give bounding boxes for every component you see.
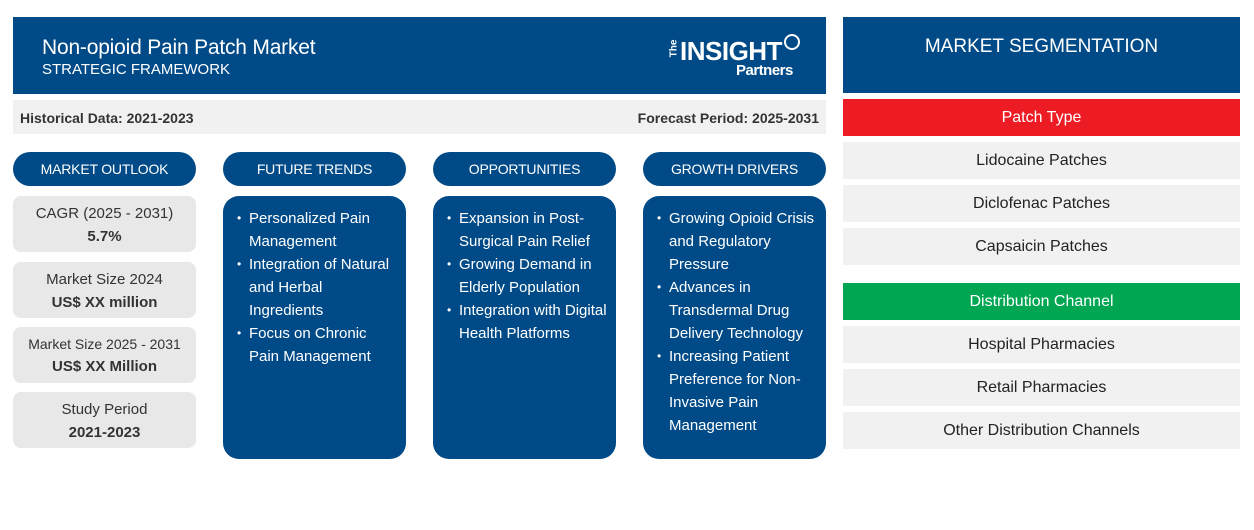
segment-item: Retail Pharmacies — [843, 369, 1240, 406]
page-subtitle: STRATEGIC FRAMEWORK — [42, 61, 231, 78]
stat-label: Market Size 2025 - 2031 — [28, 336, 181, 352]
list-item: Focus on Chronic Pain Management — [237, 322, 398, 368]
forecast-period-label: Forecast Period: 2025-2031 — [637, 110, 819, 126]
header-banner: Non-opioid Pain Patch Market STRATEGIC F… — [13, 17, 826, 94]
stat-value: US$ XX million — [51, 294, 158, 311]
stat-study-period: Study Period 2021-2023 — [13, 392, 196, 448]
segment-item: Lidocaine Patches — [843, 142, 1240, 179]
stat-cagr: CAGR (2025 - 2031) 5.7% — [13, 196, 196, 252]
growth-drivers-header: GROWTH DRIVERS — [643, 152, 826, 186]
logo-insight-text: INSIGHT — [680, 36, 782, 66]
list-item: Expansion in Post-Surgical Pain Relief — [447, 207, 608, 253]
list-item: Personalized Pain Management — [237, 207, 398, 253]
segment-category-distribution-channel: Distribution Channel — [843, 283, 1240, 320]
stat-market-size-2024: Market Size 2024 US$ XX million — [13, 262, 196, 318]
market-segmentation-header: MARKET SEGMENTATION — [843, 17, 1240, 93]
list-item: Advances in Transdermal Drug Delivery Te… — [657, 276, 818, 345]
page-title: Non-opioid Pain Patch Market — [42, 36, 316, 59]
insight-partners-logo: The INSIGHT Partners — [664, 31, 804, 83]
segment-item: Other Distribution Channels — [843, 412, 1240, 449]
future-trends-list: Personalized Pain Management Integration… — [223, 196, 406, 459]
stat-value: US$ XX Million — [51, 358, 157, 375]
list-item: Growing Opioid Crisis and Regulatory Pre… — [657, 207, 818, 276]
future-trends-header: FUTURE TRENDS — [223, 152, 406, 186]
historical-data-label: Historical Data: 2021-2023 — [20, 110, 194, 126]
logo-partners-text: Partners — [736, 62, 793, 79]
logo-ring-icon — [784, 34, 800, 50]
list-item: Integration of Natural and Herbal Ingred… — [237, 253, 398, 322]
period-info-bar: Historical Data: 2021-2023 Forecast Peri… — [13, 100, 826, 134]
list-item: Growing Demand in Elderly Population — [447, 253, 608, 299]
growth-drivers-list: Growing Opioid Crisis and Regulatory Pre… — [643, 196, 826, 459]
market-outlook-header: MARKET OUTLOOK — [13, 152, 196, 186]
opportunities-header: OPPORTUNITIES — [433, 152, 616, 186]
stat-value: 2021-2023 — [68, 424, 141, 441]
list-item: Increasing Patient Preference for Non-In… — [657, 345, 818, 437]
logo-the-text: The — [668, 39, 680, 58]
segment-item: Hospital Pharmacies — [843, 326, 1240, 363]
opportunities-list: Expansion in Post-Surgical Pain Relief G… — [433, 196, 616, 459]
segment-item: Capsaicin Patches — [843, 228, 1240, 265]
stat-market-size-forecast: Market Size 2025 - 2031 US$ XX Million — [13, 327, 196, 383]
segment-category-patch-type: Patch Type — [843, 99, 1240, 136]
stat-label: CAGR (2025 - 2031) — [35, 205, 174, 222]
stat-label: Market Size 2024 — [46, 271, 163, 288]
list-item: Integration with Digital Health Platform… — [447, 299, 608, 345]
stat-value: 5.7% — [87, 228, 122, 245]
segment-item: Diclofenac Patches — [843, 185, 1240, 222]
stat-label: Study Period — [61, 401, 148, 418]
